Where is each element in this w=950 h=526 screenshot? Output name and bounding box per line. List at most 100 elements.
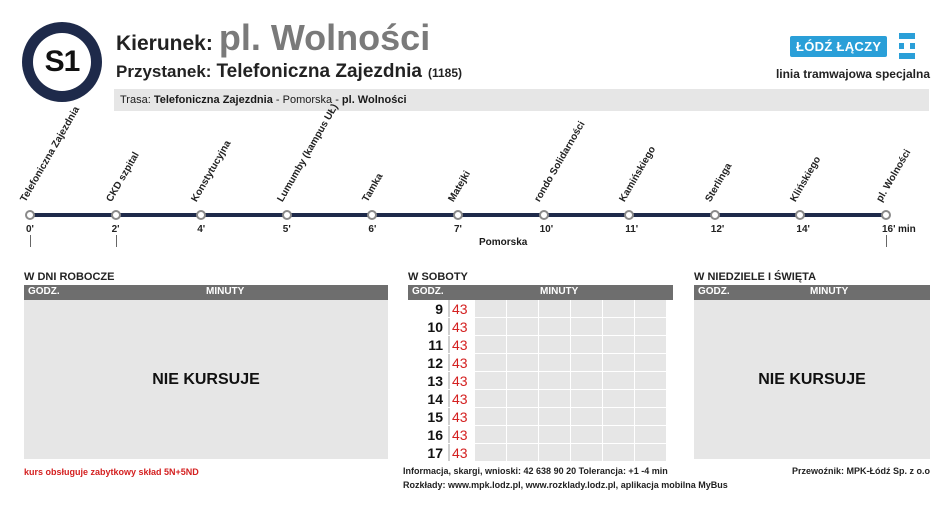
empty-minute-cell [570, 300, 602, 317]
table-row: 17 43 [408, 444, 673, 462]
stop-time: 2' [111, 224, 120, 235]
empty-minute-cell [506, 408, 538, 425]
table-row: 10 43 [408, 318, 673, 336]
empty-minute-cell [602, 300, 634, 317]
stop-code: (1185) [427, 66, 462, 80]
route-description: Trasa: Telefoniczna Zajezdnia - Pomorska… [114, 89, 929, 111]
brand-logo: ŁÓDŹ ŁĄCZY [790, 29, 921, 63]
minutes-header: MINUTY [206, 286, 245, 297]
route-separator: - [332, 94, 342, 106]
empty-minute-cell [538, 390, 570, 407]
empty-minute-cell [506, 372, 538, 389]
stop-label: Przystanek: [116, 62, 212, 81]
minutes-unit: min [898, 224, 916, 235]
empty-minute-cell [474, 336, 506, 353]
info-line-1: Informacja, skargi, wnioski: 42 638 90 2… [403, 466, 668, 476]
table-row: 15 43 [408, 408, 673, 426]
carrier: Przewoźnik: MPK-Łódź Sp. z o.o [792, 466, 930, 476]
empty-minute-cell [570, 390, 602, 407]
stop-marker [538, 210, 549, 220]
vehicle-note: kurs obsługuje zabytkowy skład 5N+5ND [24, 467, 199, 477]
empty-minute-cell [538, 354, 570, 371]
sundays-header: GODZ. MINUTY [694, 285, 930, 300]
minutes-header: MINUTY [540, 286, 579, 297]
route-prefix: Trasa: [120, 94, 151, 106]
stop-name: Konstytucyjna [189, 138, 234, 204]
minutes-header: MINUTY [810, 286, 849, 297]
stop-value: Telefoniczna Zajezdnia [216, 61, 422, 82]
empty-minute-cell [602, 354, 634, 371]
pass-through-street: Pomorska [479, 237, 528, 248]
empty-minute-cell [634, 336, 666, 353]
hour-cell: 14 [427, 391, 443, 407]
stop-time: 12' [710, 224, 725, 235]
empty-minute-cell [474, 372, 506, 389]
stop-marker [281, 210, 292, 220]
saturdays-header: GODZ. MINUTY [408, 285, 673, 300]
stop-marker [453, 210, 463, 220]
empty-minute-cell [538, 336, 570, 353]
minutes-cell: 43 [448, 390, 474, 407]
sundays-title: W NIEDZIELE I ŚWIĘTA [694, 271, 817, 283]
empty-minute-cell [538, 300, 570, 317]
empty-minute-cell [506, 444, 538, 461]
stop-name: Lumumby (kampus UŁ) [275, 102, 341, 204]
minutes-cell: 43 [448, 408, 474, 425]
table-row: 11 43 [408, 336, 673, 354]
empty-minute-cell [634, 318, 666, 335]
hour-header: GODZ. [698, 286, 730, 297]
stop-marker [709, 210, 720, 220]
empty-minute-cell [570, 408, 602, 425]
empty-minute-cell [538, 372, 570, 389]
stop-tick [30, 235, 31, 247]
route-separator: - [272, 94, 283, 106]
hour-header: GODZ. [412, 286, 444, 297]
stop-time: 14' [796, 224, 810, 235]
empty-minute-cell [602, 426, 634, 443]
table-row: 9 43 [408, 300, 673, 318]
stop-marker [624, 210, 635, 220]
weekdays-title: W DNI ROBOCZE [24, 271, 115, 283]
empty-minute-cell [538, 318, 570, 335]
empty-minute-cell [634, 426, 666, 443]
stop-marker [110, 210, 121, 220]
empty-minute-cell [570, 426, 602, 443]
stop-name: CKD szpital [104, 150, 142, 204]
empty-minute-cell [602, 408, 634, 425]
empty-minute-cell [570, 372, 602, 389]
saturdays-title: W SOBOTY [408, 271, 468, 283]
hour-cell: 17 [427, 445, 443, 461]
stop-marker [881, 210, 891, 220]
table-row: 12 43 [408, 354, 673, 372]
stop-tick [115, 235, 117, 247]
stop-marker [795, 210, 806, 220]
minutes-cell: 43 [448, 336, 474, 353]
lodz-emblem-icon [899, 33, 916, 59]
route-segment-2: Pomorska [282, 94, 333, 106]
hour-cell: 11 [428, 337, 443, 353]
hour-cell: 13 [427, 373, 443, 389]
line-badge: S1 [22, 22, 102, 102]
empty-minute-cell [474, 444, 506, 461]
empty-minute-cell [570, 318, 602, 335]
empty-minute-cell [474, 300, 506, 317]
minutes-cell: 43 [448, 318, 474, 335]
stop-time: 6' [368, 224, 377, 235]
table-row: 13 43 [408, 372, 673, 390]
stop-marker [196, 210, 207, 220]
direction-row: Kierunek: pl. Wolności [116, 20, 430, 56]
stop-name: Tamka [360, 171, 386, 204]
empty-minute-cell [506, 354, 538, 371]
stop-name: pl. Wolności [874, 147, 914, 204]
stop-name: Matejki [446, 169, 473, 204]
hour-cell: 16 [427, 427, 443, 443]
stop-time: 11' [625, 224, 639, 235]
minutes-cell: 43 [448, 300, 474, 317]
stop-time: 4' [197, 224, 206, 235]
empty-minute-cell [474, 318, 506, 335]
empty-minute-cell [538, 444, 570, 461]
empty-minute-cell [570, 354, 602, 371]
empty-minute-cell [570, 336, 602, 353]
route-map: min Pomorska Telefoniczna Zajezdnia 0' CKD… [0, 102, 950, 260]
stop-name: Telefoniczna Zajezdnia [18, 104, 83, 204]
